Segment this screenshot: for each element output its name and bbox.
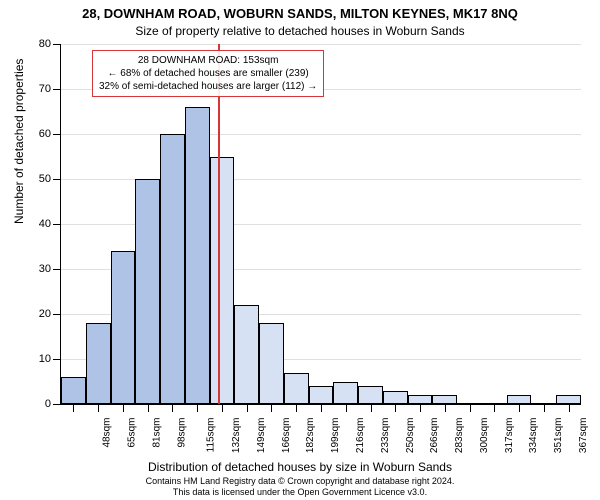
x-tick-label: 115sqm — [206, 418, 217, 453]
x-tick — [569, 404, 570, 412]
y-tick-label: 10 — [39, 353, 51, 365]
x-tick — [445, 404, 446, 412]
histogram-bar — [284, 373, 309, 405]
grid-line — [61, 44, 581, 45]
x-tick-label: 65sqm — [127, 418, 138, 448]
chart-title-sub: Size of property relative to detached ho… — [0, 24, 600, 38]
histogram-bar — [111, 251, 136, 404]
x-tick — [98, 404, 99, 412]
histogram-bar — [61, 377, 86, 404]
x-tick — [73, 404, 74, 412]
x-tick-label: 81sqm — [151, 418, 162, 448]
x-tick — [271, 404, 272, 412]
x-tick — [346, 404, 347, 412]
y-axis-title: Number of detached properties — [12, 59, 26, 224]
y-tick — [53, 224, 61, 225]
y-tick — [53, 179, 61, 180]
x-tick-label: 233sqm — [380, 418, 391, 454]
histogram-bar — [358, 386, 383, 404]
x-tick — [494, 404, 495, 412]
x-tick-label: 199sqm — [330, 418, 341, 454]
annotation-box: 28 DOWNHAM ROAD: 153sqm ← 68% of detache… — [92, 50, 324, 97]
histogram-bar — [333, 382, 358, 405]
x-tick-label: 300sqm — [479, 418, 490, 454]
x-tick-label: 351sqm — [553, 418, 564, 454]
histogram-bar — [210, 157, 235, 405]
x-tick-label: 216sqm — [355, 418, 366, 454]
y-tick-label: 0 — [45, 398, 51, 410]
annotation-line-1: 28 DOWNHAM ROAD: 153sqm — [99, 54, 317, 67]
histogram-bar — [135, 179, 160, 404]
histogram-bar — [309, 386, 334, 404]
y-tick-label: 50 — [39, 173, 51, 185]
x-tick-label: 98sqm — [176, 418, 187, 448]
y-tick — [53, 269, 61, 270]
annotation-line-3: 32% of semi-detached houses are larger (… — [99, 80, 317, 93]
x-tick-label: 367sqm — [578, 418, 589, 454]
histogram-bar — [556, 395, 581, 404]
x-tick-label: 334sqm — [528, 418, 539, 454]
marker-line — [218, 44, 220, 404]
y-tick — [53, 134, 61, 135]
x-tick — [296, 404, 297, 412]
x-tick-label: 283sqm — [454, 418, 465, 454]
x-tick-label: 48sqm — [102, 418, 113, 448]
x-tick — [222, 404, 223, 412]
y-tick-label: 40 — [39, 218, 51, 230]
histogram-bar — [408, 395, 433, 404]
chart-plot-area: 0102030405060708048sqm65sqm81sqm98sqm115… — [60, 44, 581, 405]
x-tick-label: 182sqm — [306, 418, 317, 454]
histogram-bar — [86, 323, 111, 404]
x-axis-title: Distribution of detached houses by size … — [0, 460, 600, 474]
x-tick-label: 166sqm — [281, 418, 292, 454]
x-tick — [197, 404, 198, 412]
x-tick-label: 266sqm — [429, 418, 440, 454]
histogram-bar — [383, 391, 408, 405]
x-tick-label: 149sqm — [256, 418, 267, 454]
x-tick-label: 132sqm — [231, 418, 242, 454]
x-tick — [395, 404, 396, 412]
annotation-line-2: ← 68% of detached houses are smaller (23… — [99, 67, 317, 80]
x-tick — [148, 404, 149, 412]
y-tick-label: 70 — [39, 83, 51, 95]
x-tick-label: 250sqm — [405, 418, 416, 454]
x-tick — [470, 404, 471, 412]
y-tick — [53, 314, 61, 315]
y-tick — [53, 359, 61, 360]
y-tick-label: 80 — [39, 38, 51, 50]
histogram-bar — [432, 395, 457, 404]
chart-title-main: 28, DOWNHAM ROAD, WOBURN SANDS, MILTON K… — [0, 6, 600, 21]
y-tick — [53, 89, 61, 90]
footer-line-2: This data is licensed under the Open Gov… — [0, 487, 600, 498]
histogram-bar — [507, 395, 532, 404]
histogram-bar — [234, 305, 259, 404]
x-tick-label: 317sqm — [504, 418, 515, 454]
x-tick — [420, 404, 421, 412]
y-tick-label: 60 — [39, 128, 51, 140]
x-tick — [544, 404, 545, 412]
histogram-bar — [185, 107, 210, 404]
footer-line-1: Contains HM Land Registry data © Crown c… — [0, 476, 600, 487]
x-tick — [172, 404, 173, 412]
x-tick — [247, 404, 248, 412]
footer-attribution: Contains HM Land Registry data © Crown c… — [0, 476, 600, 498]
y-tick — [53, 44, 61, 45]
y-tick — [53, 404, 61, 405]
x-tick — [321, 404, 322, 412]
grid-line — [61, 134, 581, 135]
x-tick — [123, 404, 124, 412]
x-tick — [519, 404, 520, 412]
histogram-bar — [160, 134, 185, 404]
y-tick-label: 30 — [39, 263, 51, 275]
histogram-bar — [259, 323, 284, 404]
y-tick-label: 20 — [39, 308, 51, 320]
x-tick — [371, 404, 372, 412]
